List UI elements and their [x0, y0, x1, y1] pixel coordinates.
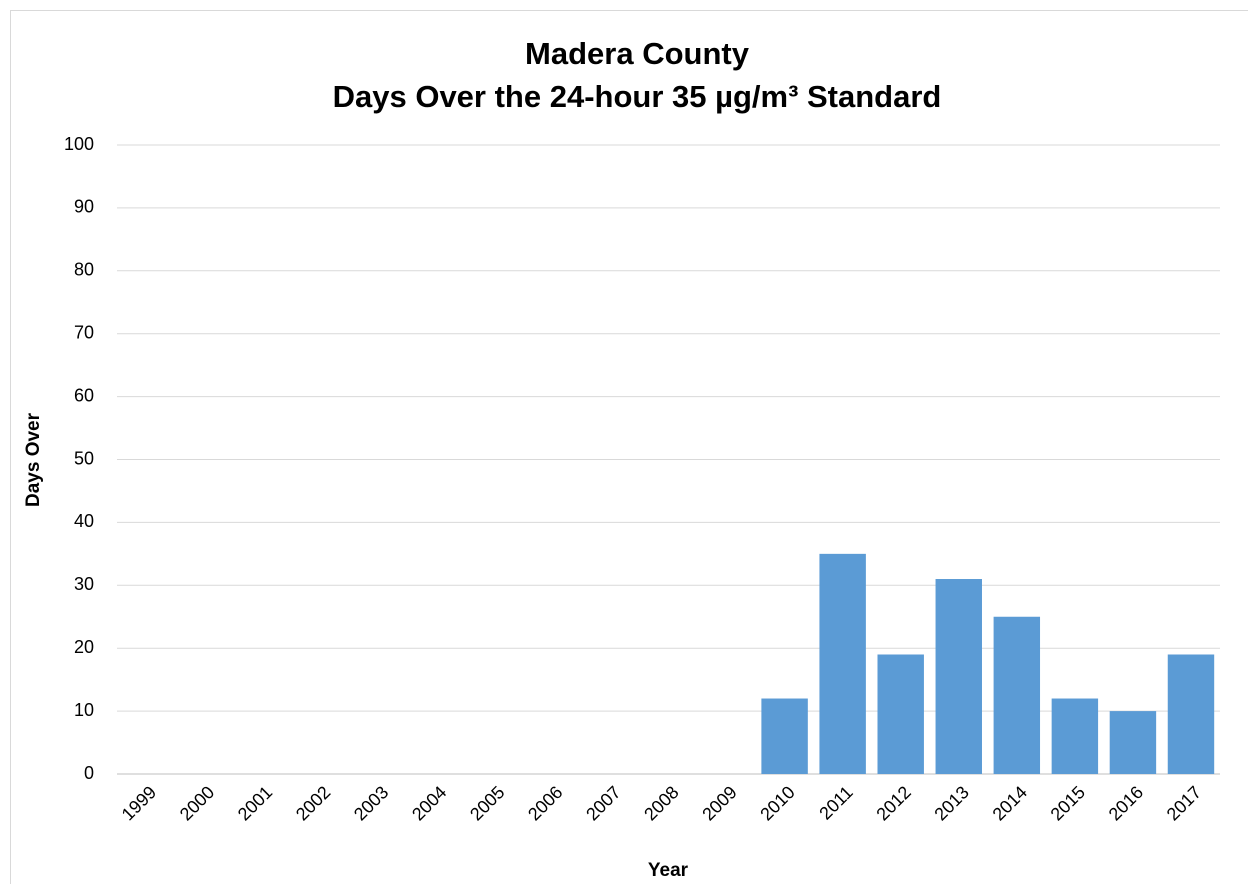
y-tick-label: 10 [74, 700, 94, 720]
chart-border [10, 10, 1248, 884]
x-tick-label: 2012 [872, 782, 914, 824]
x-tick-label: 2001 [234, 782, 276, 824]
bar [1109, 711, 1157, 774]
y-tick-label: 90 [74, 197, 94, 217]
x-tick-label: 2013 [930, 782, 972, 824]
x-tick-label: 2010 [756, 782, 798, 824]
y-tick-label: 80 [74, 260, 94, 280]
x-tick-label: 2000 [176, 782, 218, 824]
x-tick-label: 2014 [989, 782, 1031, 824]
y-tick-label: 20 [74, 637, 94, 657]
bar [819, 553, 866, 774]
x-tick-label: 2004 [408, 782, 450, 824]
x-tick-label: 1999 [118, 782, 160, 824]
chart-title: Days Over the 24-hour 35 µg/m³ Standard [333, 79, 942, 114]
y-tick-label: 40 [74, 511, 94, 531]
y-axis-label: Days Over [23, 412, 44, 507]
x-tick-label: 2015 [1047, 782, 1089, 824]
x-tick-label: 2016 [1105, 782, 1147, 824]
y-tick-label: 0 [84, 763, 94, 783]
y-tick-label: 100 [64, 134, 94, 154]
bar [1051, 698, 1099, 774]
y-tick-label: 30 [74, 574, 94, 594]
x-tick-label: 2006 [524, 782, 566, 824]
bar [761, 698, 808, 774]
x-tick-label: 2003 [350, 782, 392, 824]
bar [1167, 654, 1215, 774]
x-tick-label: 2008 [640, 782, 682, 824]
y-tick-label: 60 [74, 385, 94, 405]
y-tick-label: 70 [74, 322, 94, 342]
chart-title: Madera County [525, 36, 750, 71]
x-tick-label: 2011 [815, 782, 857, 824]
bar [993, 616, 1041, 774]
x-tick-label: 2017 [1163, 782, 1205, 824]
bar [877, 654, 924, 774]
x-tick-label: 2007 [582, 782, 624, 824]
y-tick-label: 50 [74, 448, 94, 468]
x-axis-label: Year [648, 860, 689, 881]
x-tick-label: 2009 [698, 782, 740, 824]
bar [935, 579, 982, 774]
x-tick-label: 2005 [466, 782, 508, 824]
x-tick-label: 2002 [292, 782, 334, 824]
